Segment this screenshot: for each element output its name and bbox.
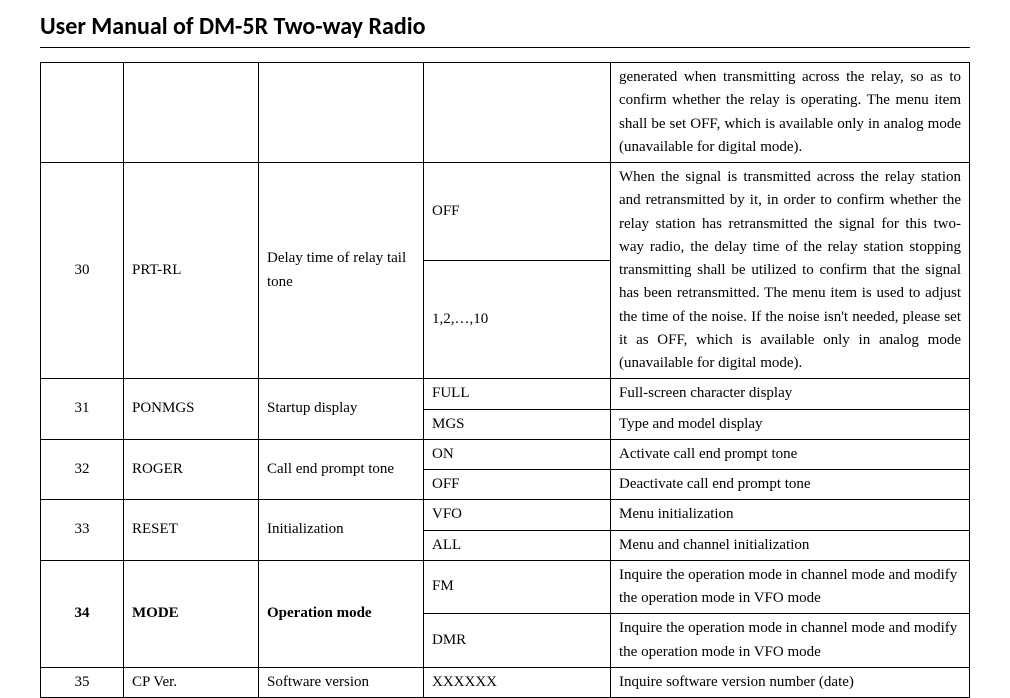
- cell-name: Initialization: [259, 500, 424, 561]
- cell-val: XXXXXX: [424, 667, 611, 697]
- cell-desc: When the signal is transmitted across th…: [611, 163, 970, 379]
- cell-name: Delay time of relay tail tone: [259, 163, 424, 379]
- page-title: User Manual of DM-5R Two-way Radio: [40, 12, 970, 41]
- cell-name: Software version: [259, 667, 424, 697]
- cell-name: [259, 63, 424, 163]
- title-rule: [40, 47, 970, 48]
- cell-val: ALL: [424, 530, 611, 560]
- table-row: 34 MODE Operation mode FM Inquire the op…: [41, 560, 970, 614]
- cell-desc: Menu and channel initialization: [611, 530, 970, 560]
- cell-code: PONMGS: [124, 379, 259, 440]
- cell-code: PRT-RL: [124, 163, 259, 379]
- cell-val: DMR: [424, 614, 611, 668]
- cell-num: 33: [41, 500, 124, 561]
- settings-table: generated when transmitting across the r…: [40, 62, 970, 698]
- cell-num: 32: [41, 439, 124, 500]
- cell-desc: Inquire the operation mode in channel mo…: [611, 560, 970, 614]
- page: User Manual of DM-5R Two-way Radio gener…: [0, 0, 1010, 666]
- table-row: 35 CP Ver. Software version XXXXXX Inqui…: [41, 667, 970, 697]
- table-row: generated when transmitting across the r…: [41, 63, 970, 163]
- cell-desc: Full-screen character display: [611, 379, 970, 409]
- cell-desc: Inquire software version number (date): [611, 667, 970, 697]
- table-row: 33 RESET Initialization VFO Menu initial…: [41, 500, 970, 530]
- cell-val: FULL: [424, 379, 611, 409]
- cell-desc: Type and model display: [611, 409, 970, 439]
- cell-num: [41, 63, 124, 163]
- table-row: 30 PRT-RL Delay time of relay tail tone …: [41, 163, 970, 261]
- cell-name: Startup display: [259, 379, 424, 440]
- cell-val: VFO: [424, 500, 611, 530]
- cell-code: MODE: [124, 560, 259, 667]
- cell-val: MGS: [424, 409, 611, 439]
- cell-num: 30: [41, 163, 124, 379]
- cell-desc: Deactivate call end prompt tone: [611, 470, 970, 500]
- cell-val: 1,2,…,10: [424, 261, 611, 379]
- cell-desc: Inquire the operation mode in channel mo…: [611, 614, 970, 668]
- table-row: 31 PONMGS Startup display FULL Full-scre…: [41, 379, 970, 409]
- cell-code: ROGER: [124, 439, 259, 500]
- cell-name: Operation mode: [259, 560, 424, 667]
- table-row: 32 ROGER Call end prompt tone ON Activat…: [41, 439, 970, 469]
- cell-code: CP Ver.: [124, 667, 259, 697]
- cell-num: 34: [41, 560, 124, 667]
- cell-val: ON: [424, 439, 611, 469]
- cell-val: OFF: [424, 163, 611, 261]
- cell-num: 31: [41, 379, 124, 440]
- cell-desc: generated when transmitting across the r…: [611, 63, 970, 163]
- cell-name: Call end prompt tone: [259, 439, 424, 500]
- cell-desc: Activate call end prompt tone: [611, 439, 970, 469]
- cell-val: FM: [424, 560, 611, 614]
- cell-val: [424, 63, 611, 163]
- cell-val: OFF: [424, 470, 611, 500]
- cell-code: RESET: [124, 500, 259, 561]
- cell-desc: Menu initialization: [611, 500, 970, 530]
- cell-code: [124, 63, 259, 163]
- cell-num: 35: [41, 667, 124, 697]
